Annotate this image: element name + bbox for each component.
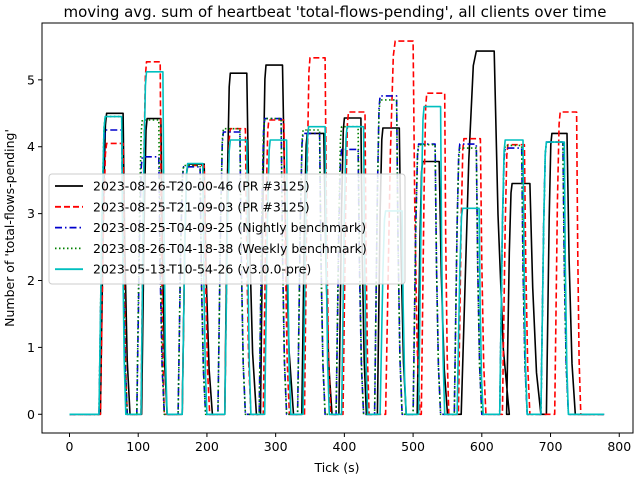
plot-frame <box>41 22 634 434</box>
series-layer <box>69 40 605 416</box>
series-line-5 <box>69 71 605 416</box>
x-tick-label: 200 <box>195 439 219 454</box>
legend-label: 2023-08-25-T21-09-03 (PR #3125) <box>93 199 310 214</box>
y-tick-label: 5 <box>27 72 35 87</box>
x-tick-label: 800 <box>607 439 631 454</box>
x-tick-label: 500 <box>401 439 425 454</box>
y-tick-label: 4 <box>27 139 35 154</box>
y-axis: 0 1 2 3 4 5 <box>27 72 42 422</box>
x-tick-label: 300 <box>264 439 288 454</box>
legend-label: 2023-08-26-T04-18-38 (Weekly benchmark) <box>93 241 367 256</box>
legend-label: 2023-08-25-T04-09-25 (Nightly benchmark) <box>93 220 366 235</box>
x-tick-label: 600 <box>470 439 494 454</box>
x-tick-label: 0 <box>66 439 74 454</box>
legend-label: 2023-08-26-T20-00-46 (PR #3125) <box>93 179 310 194</box>
legend-label: 2023-05-13-T10-54-26 (v3.0.0-pre) <box>93 262 311 277</box>
x-tick-label: 100 <box>126 439 150 454</box>
y-tick-label: 2 <box>27 273 35 288</box>
y-tick-label: 3 <box>27 206 35 221</box>
chart-title: moving avg. sum of heartbeat 'total-flow… <box>63 3 606 21</box>
x-tick-label: 400 <box>332 439 356 454</box>
legend: 2023-08-26-T20-00-46 (PR #3125) 2023-08-2… <box>48 173 406 285</box>
x-axis-label: Tick (s) <box>313 460 359 475</box>
y-axis-label: Number of 'total-flows-pending' <box>2 129 17 327</box>
y-tick-label: 0 <box>27 407 35 422</box>
y-tick-label: 1 <box>27 340 35 355</box>
x-tick-label: 700 <box>539 439 563 454</box>
x-axis: 0 100 200 300 400 500 600 700 800 <box>66 433 631 454</box>
legend-box <box>48 173 406 285</box>
